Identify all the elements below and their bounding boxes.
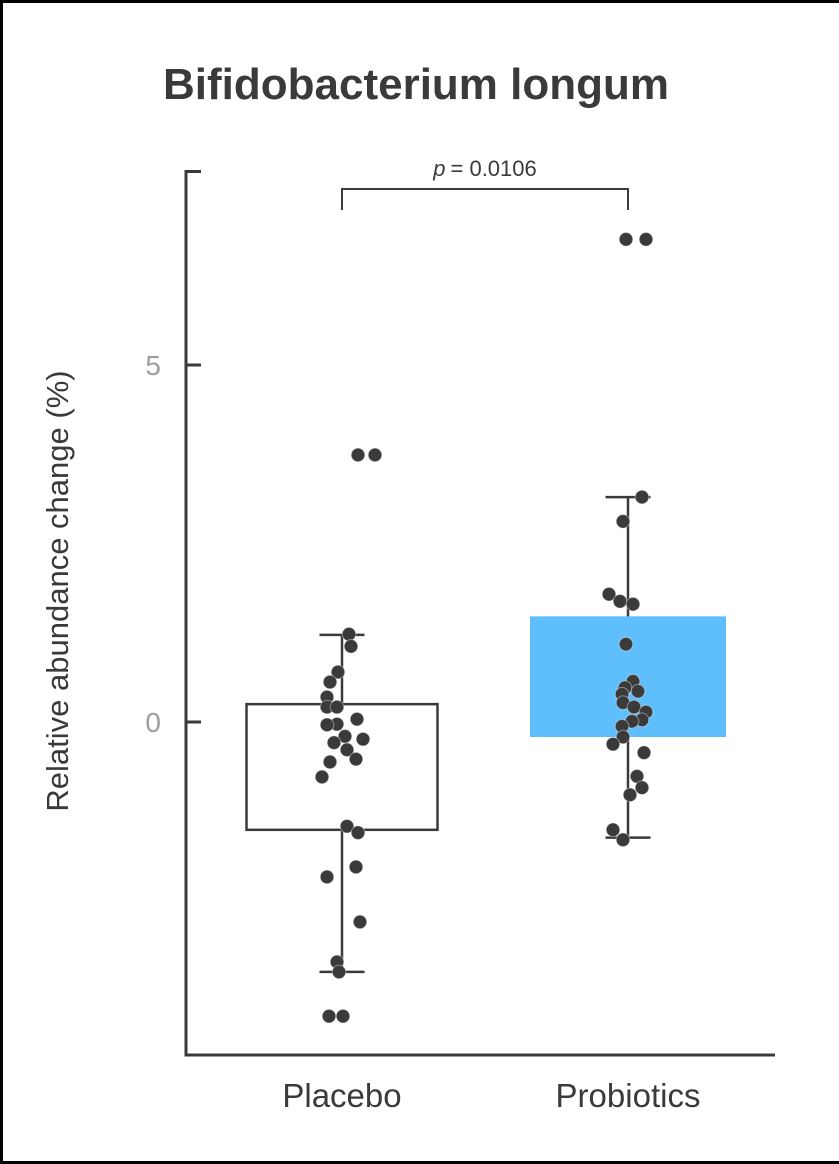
p-value-text: = 0.0106 [450, 156, 537, 181]
x-group-label-probiotics: Probiotics [556, 1077, 701, 1114]
significance-label: p = 0.0106 [433, 156, 537, 182]
data-point [321, 1008, 337, 1024]
data-point [638, 232, 654, 247]
data-point [601, 586, 617, 602]
data-point [335, 1008, 351, 1024]
data-point [326, 735, 342, 751]
data-point [636, 745, 652, 761]
data-point [341, 626, 357, 642]
data-point [322, 674, 338, 690]
data-point [314, 769, 330, 785]
data-point [352, 914, 368, 930]
y-tick-label: 5 [145, 350, 161, 381]
data-point [626, 699, 642, 715]
data-point [625, 596, 641, 612]
data-point [331, 964, 347, 980]
data-point [618, 232, 634, 247]
y-tick-label: 0 [145, 707, 161, 738]
data-point [634, 780, 650, 795]
data-point [329, 699, 345, 715]
data-point [337, 728, 353, 744]
data-point [349, 711, 365, 727]
data-point [339, 818, 355, 834]
data-point [612, 594, 628, 609]
data-point [605, 736, 621, 752]
data-point [615, 514, 631, 529]
data-point [630, 683, 646, 699]
data-point [629, 768, 645, 784]
data-point [618, 636, 634, 652]
data-point [622, 787, 638, 803]
data-point [355, 731, 371, 747]
data-point [339, 742, 355, 758]
data-point [615, 729, 631, 745]
data-point [343, 639, 359, 654]
data-point [350, 447, 366, 463]
p-symbol: p [433, 156, 446, 181]
data-point [367, 447, 383, 463]
data-point [350, 825, 366, 840]
boxplot-canvas: 0 5 Placebo Probiotics [145, 170, 775, 1114]
data-point [615, 832, 631, 848]
significance-bracket [341, 188, 629, 210]
data-point [348, 859, 364, 875]
data-point [319, 869, 335, 885]
data-point [634, 489, 650, 505]
x-group-label-placebo: Placebo [282, 1077, 401, 1114]
data-point [322, 754, 338, 770]
data-point [330, 664, 346, 680]
data-point [348, 751, 364, 767]
chart-title: Bifidobacterium longum [163, 60, 669, 109]
data-point [605, 822, 621, 838]
data-point [319, 717, 335, 733]
